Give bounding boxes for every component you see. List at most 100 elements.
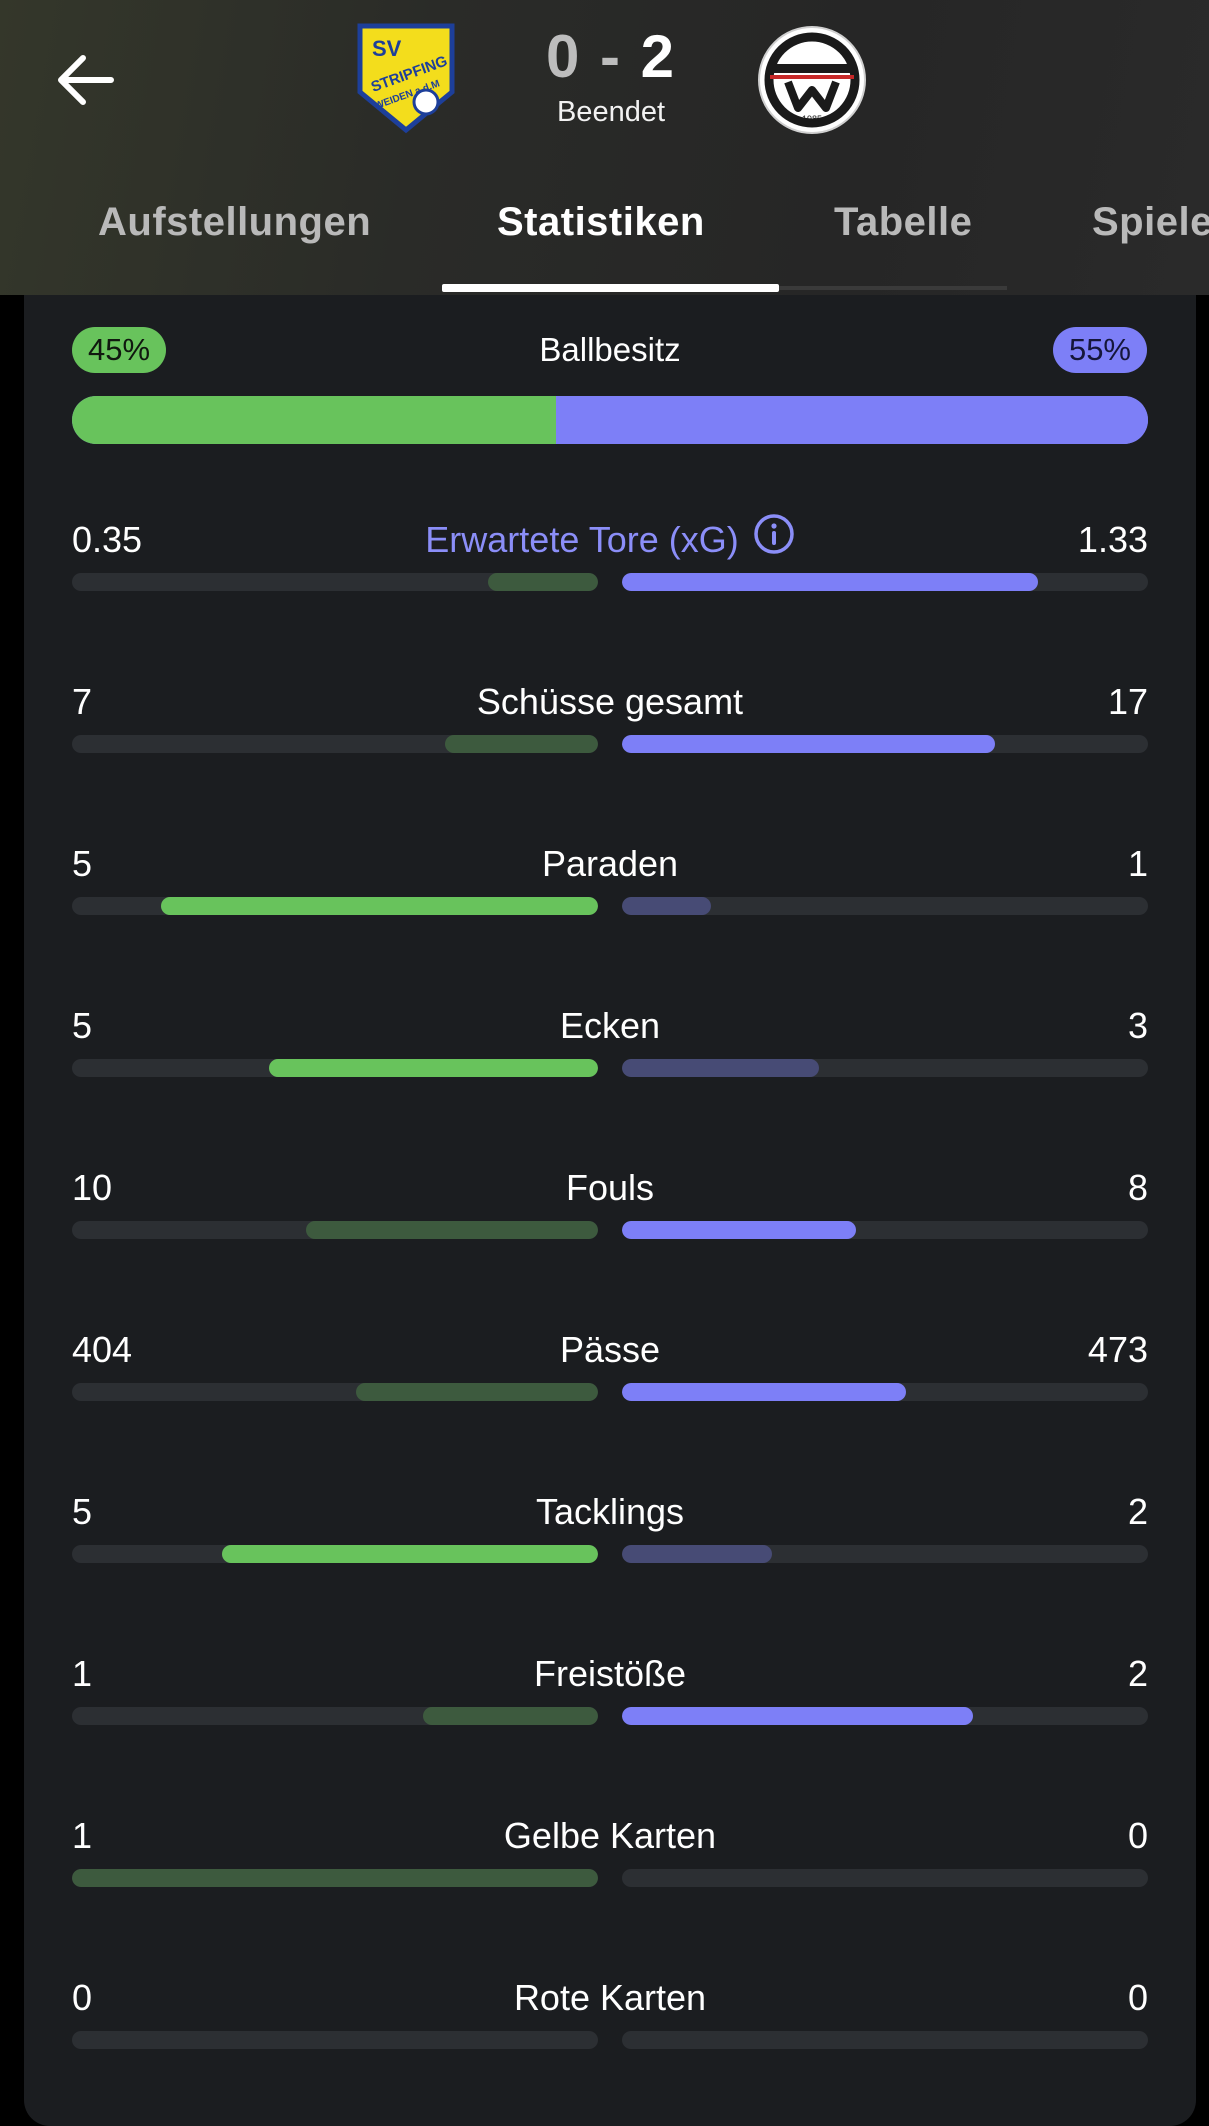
stat-home-value: 0 — [72, 1977, 93, 2018]
stat-home-fill — [422, 1707, 598, 1725]
score-separator: - — [600, 23, 622, 90]
stat-home-track — [72, 1221, 598, 1239]
stat-home-fill — [269, 1059, 598, 1077]
stat-away-track — [622, 735, 1148, 753]
stat-label-text: Fouls — [565, 1167, 655, 1208]
stat-away-fill — [622, 1059, 820, 1077]
possession-away-badge: 55% — [1052, 327, 1147, 373]
stat-home-track — [72, 1869, 598, 1887]
stat-away-value: 2 — [1127, 1653, 1148, 1694]
stat-away-fill — [622, 1707, 973, 1725]
home-team-crest[interactable]: SV STRIPFING WEIDEN a.d.M — [356, 22, 456, 134]
stat-home-value: 1 — [72, 1815, 93, 1856]
stat-home-track — [72, 1707, 598, 1725]
tab-aufstellungen[interactable]: Aufstellungen — [98, 200, 372, 244]
stat-row: 5 Paraden 1 — [72, 842, 1148, 952]
stat-label-text: Freistöße — [533, 1653, 687, 1694]
arrow-left-icon — [58, 55, 114, 105]
stat-label: Freistöße — [252, 1652, 968, 1696]
stat-label-text: Erwartete Tore (xG) — [425, 519, 739, 560]
stat-home-fill — [487, 573, 598, 591]
stat-row: 0 Rote Karten 0 — [72, 1976, 1148, 2086]
score: 0 - 2 — [500, 22, 722, 91]
stat-label: Ecken — [252, 1004, 968, 1048]
stat-away-value: 0 — [1127, 1815, 1148, 1856]
stat-home-fill — [72, 1869, 598, 1887]
stat-label: Gelbe Karten — [252, 1814, 968, 1858]
stats-card — [24, 295, 1196, 2126]
stat-away-value: 1 — [1127, 843, 1148, 884]
stat-away-value: 17 — [1107, 681, 1148, 722]
stat-away-track — [622, 1869, 1148, 1887]
stat-home-fill — [305, 1221, 598, 1239]
stat-home-track — [72, 735, 598, 753]
stat-away-track — [622, 1707, 1148, 1725]
stat-home-value: 7 — [72, 681, 93, 722]
stat-home-track — [72, 1383, 598, 1401]
stat-away-track — [622, 573, 1148, 591]
stat-home-track — [72, 1059, 598, 1077]
stat-home-track — [72, 573, 598, 591]
stat-label: Rote Karten — [252, 1976, 968, 2020]
stat-away-track — [622, 1545, 1148, 1563]
tab-spiele[interactable]: Spiele — [1092, 200, 1209, 244]
stat-home-track — [72, 2031, 598, 2049]
stat-away-fill — [622, 1221, 856, 1239]
stat-away-track — [622, 1383, 1148, 1401]
stat-away-fill — [622, 735, 996, 753]
stat-home-track — [72, 1545, 598, 1563]
tab-statistiken[interactable]: Statistiken — [497, 200, 705, 244]
possession-away-fill — [556, 396, 1148, 444]
home-score: 0 — [545, 23, 582, 90]
stat-row: 10 Fouls 8 — [72, 1166, 1148, 1276]
stat-away-value: 8 — [1127, 1167, 1148, 1208]
stat-label-text: Pässe — [559, 1329, 661, 1370]
stat-label: Pässe — [252, 1328, 968, 1372]
stat-row: 1 Freistöße 2 — [72, 1652, 1148, 1762]
stat-label-text: Rote Karten — [513, 1977, 707, 2018]
stat-row: 1 Gelbe Karten 0 — [72, 1814, 1148, 1924]
stat-away-value: 0 — [1127, 1977, 1148, 2018]
svg-text:SV: SV — [372, 36, 402, 61]
tab-bar: Aufstellungen Statistiken Tabelle Spiele — [0, 190, 1209, 295]
stat-row: 0.35 Erwartete Tore (xG) 1.33 — [72, 514, 1148, 628]
stat-home-fill — [445, 735, 598, 753]
stat-home-value: 404 — [72, 1329, 133, 1370]
stat-home-value: 5 — [72, 1491, 93, 1532]
stat-label: Fouls — [252, 1166, 968, 1210]
stat-home-value: 0.35 — [72, 519, 143, 560]
stat-away-fill — [622, 1545, 773, 1563]
match-status: Beendet — [556, 96, 666, 128]
tab-tabelle[interactable]: Tabelle — [834, 200, 973, 244]
possession-home-badge: 45% — [72, 327, 167, 373]
stat-away-track — [622, 2031, 1148, 2049]
stat-row: 7 Schüsse gesamt 17 — [72, 680, 1148, 790]
away-team-crest[interactable]: 1985 — [756, 24, 868, 136]
away-score: 2 — [640, 23, 677, 90]
stat-home-fill — [161, 897, 598, 915]
stat-row: 404 Pässe 473 — [72, 1328, 1148, 1438]
stat-away-value: 473 — [1087, 1329, 1148, 1370]
stat-home-value: 10 — [72, 1167, 113, 1208]
stat-row: 5 Tacklings 2 — [72, 1490, 1148, 1600]
stat-label-text: Gelbe Karten — [503, 1815, 717, 1856]
stat-home-track — [72, 897, 598, 915]
stat-home-fill — [355, 1383, 598, 1401]
match-header: SV STRIPFING WEIDEN a.d.M 0 - 2 Beendet … — [0, 0, 1209, 295]
stat-label-text: Tacklings — [535, 1491, 685, 1532]
stat-label[interactable]: Erwartete Tore (xG) — [252, 514, 968, 565]
stat-away-fill — [622, 897, 712, 915]
possession-home-fill — [72, 396, 557, 444]
stat-label-text: Paraden — [541, 843, 679, 884]
stat-label: Tacklings — [252, 1490, 968, 1534]
stat-home-value: 5 — [72, 843, 93, 884]
stat-home-fill — [222, 1545, 598, 1563]
back-button[interactable] — [50, 50, 120, 110]
tab-track — [779, 286, 1007, 290]
info-icon[interactable] — [753, 513, 795, 565]
stat-label-text: Schüsse gesamt — [476, 681, 744, 722]
svg-text:1985: 1985 — [802, 114, 822, 124]
stat-away-fill — [622, 573, 1038, 591]
stat-away-value: 1.33 — [1077, 519, 1148, 560]
stat-away-fill — [622, 1383, 906, 1401]
